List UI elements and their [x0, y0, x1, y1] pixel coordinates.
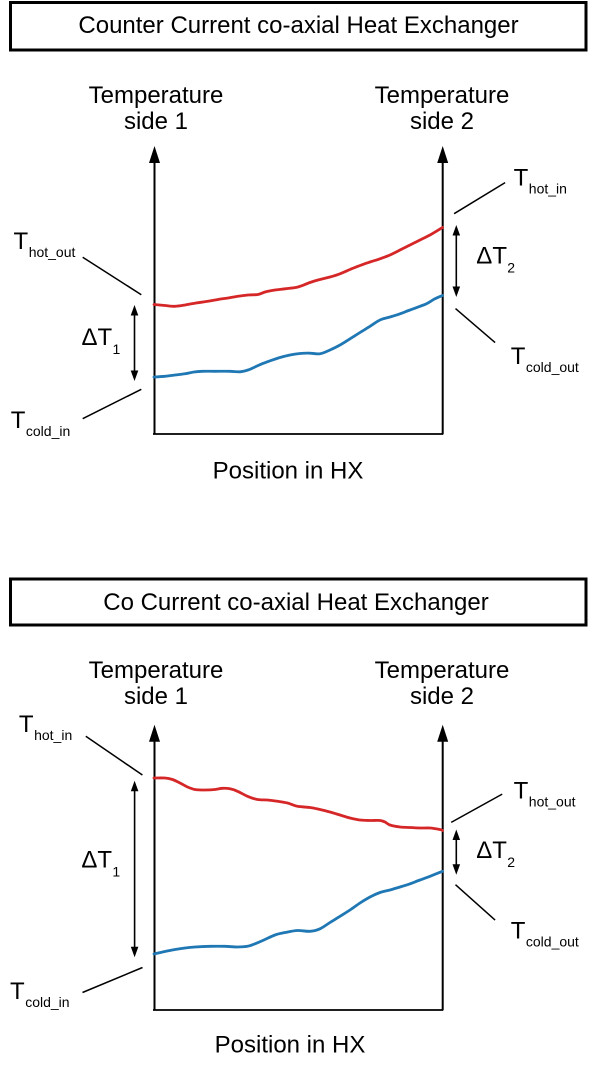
svg-text:T: T [14, 228, 29, 255]
svg-text:Position in HX: Position in HX [213, 458, 364, 485]
svg-text:2: 2 [507, 854, 515, 870]
svg-text:1: 1 [112, 864, 120, 880]
svg-text:Temperature: Temperature [375, 82, 510, 109]
svg-text:T: T [19, 711, 34, 738]
svg-text:cold_in: cold_in [25, 994, 69, 1010]
svg-text:cold_out: cold_out [526, 359, 579, 375]
svg-text:Position in HX: Position in HX [215, 1032, 366, 1059]
svg-text:hot_in: hot_in [529, 181, 567, 197]
svg-text:hot_in: hot_in [34, 727, 72, 743]
svg-text:hot_out: hot_out [529, 793, 576, 809]
svg-text:Temperature: Temperature [375, 657, 510, 684]
svg-text:side 2: side 2 [410, 108, 474, 135]
svg-text:cold_in: cold_in [26, 423, 70, 439]
svg-text:side 1: side 1 [124, 683, 188, 710]
svg-text:T: T [511, 918, 526, 945]
svg-text:Temperature: Temperature [89, 82, 224, 109]
svg-text:side 1: side 1 [124, 108, 188, 135]
svg-text:T: T [11, 407, 26, 434]
svg-text:T: T [514, 777, 529, 804]
svg-text:hot_out: hot_out [29, 244, 76, 260]
svg-text:ΔT: ΔT [476, 837, 507, 864]
svg-text:Counter Current co-axial Heat: Counter Current co-axial Heat Exchanger [78, 12, 518, 39]
svg-text:2: 2 [507, 260, 515, 276]
svg-text:side 2: side 2 [410, 683, 474, 710]
svg-text:ΔT: ΔT [82, 324, 113, 351]
svg-text:Co Current co-axial Heat Excha: Co Current co-axial Heat Exchanger [103, 589, 489, 616]
svg-text:ΔT: ΔT [81, 847, 112, 874]
svg-text:ΔT: ΔT [476, 243, 507, 270]
svg-text:T: T [514, 165, 529, 192]
svg-text:T: T [10, 978, 25, 1005]
svg-text:T: T [511, 343, 526, 370]
svg-text:Temperature: Temperature [89, 657, 224, 684]
svg-text:cold_out: cold_out [526, 934, 579, 950]
svg-text:1: 1 [113, 341, 121, 357]
